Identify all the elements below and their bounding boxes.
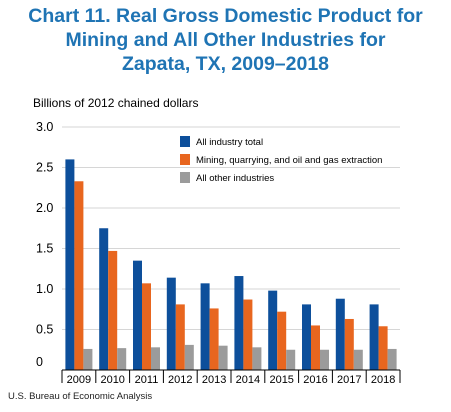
x-tick-label: 2016 bbox=[303, 374, 327, 386]
bar-2012-series-2 bbox=[175, 304, 185, 370]
bar-2018-series-3 bbox=[387, 348, 397, 370]
legend-swatch bbox=[180, 154, 190, 165]
bar-2015-series-2 bbox=[277, 311, 287, 370]
bar-2009-series-1 bbox=[65, 159, 75, 370]
bar-2010-series-3 bbox=[117, 348, 127, 370]
bar-2011-series-1 bbox=[133, 260, 142, 370]
bar-2013-series-2 bbox=[209, 308, 219, 370]
y-tick-label: 2.5 bbox=[36, 161, 53, 175]
legend-swatch bbox=[180, 136, 190, 147]
bar-2015-series-3 bbox=[286, 349, 296, 370]
x-tick-label: 2013 bbox=[202, 374, 226, 386]
bar-2018-series-1 bbox=[369, 304, 379, 370]
legend-label: All other industries bbox=[196, 173, 274, 184]
bar-2015-series-1 bbox=[268, 290, 278, 370]
source-note: U.S. Bureau of Economic Analysis bbox=[8, 391, 153, 402]
y-axis-label: Billions of 2012 chained dollars bbox=[33, 96, 198, 110]
bar-2016-series-2 bbox=[311, 325, 320, 370]
chart-title-line-1: Chart 11. Real Gross Domestic Product fo… bbox=[28, 5, 423, 27]
chart-title-line-3: Zapata, TX, 2009–2018 bbox=[121, 53, 330, 75]
bar-2014-series-3 bbox=[252, 347, 262, 370]
bar-2013-series-1 bbox=[200, 283, 210, 370]
x-axis: 2009 2010 2011 2012 2013 2014 2015 2016 2017 2018 bbox=[61, 369, 401, 386]
bar-2012-series-3 bbox=[184, 344, 194, 370]
x-tick-label: 2018 bbox=[371, 374, 395, 386]
bar-2017-series-2 bbox=[344, 318, 354, 370]
y-tick-label: 2.0 bbox=[36, 201, 53, 215]
bar-2011-series-2 bbox=[142, 283, 151, 370]
bar-2009-series-3 bbox=[83, 348, 93, 370]
bar-2012-series-1 bbox=[166, 277, 176, 370]
legend-label: All industry total bbox=[196, 137, 263, 148]
x-tick-label: 2010 bbox=[100, 374, 124, 386]
x-tick-label: 2015 bbox=[269, 374, 293, 386]
x-tick-label: 2014 bbox=[236, 374, 260, 386]
bars bbox=[65, 159, 397, 370]
y-tick-label: 3.0 bbox=[36, 120, 53, 134]
y-axis-ticks: 0 0.5 1.0 1.5 2.0 2.5 3.0 bbox=[36, 120, 53, 369]
gridlines bbox=[62, 126, 400, 330]
y-tick-label: 0.5 bbox=[36, 323, 53, 337]
bar-2010-series-1 bbox=[99, 228, 109, 370]
legend: All industry total Mining, quarrying, and… bbox=[180, 136, 382, 184]
chart-title-line-2: Mining and All Other Industries for bbox=[65, 29, 386, 51]
bar-2013-series-3 bbox=[218, 345, 228, 370]
bar-2017-series-1 bbox=[335, 298, 345, 370]
legend-label: Mining, quarrying, and oil and gas extra… bbox=[196, 155, 382, 166]
chart-title: Chart 11. Real Gross Domestic Product fo… bbox=[0, 4, 451, 76]
y-tick-label: 1.0 bbox=[36, 282, 53, 296]
bar-2017-series-3 bbox=[353, 349, 363, 370]
legend-swatch bbox=[180, 172, 190, 183]
bar-2010-series-2 bbox=[108, 250, 118, 370]
x-tick-label: 2009 bbox=[67, 374, 91, 386]
x-tick-label: 2012 bbox=[168, 374, 192, 386]
bar-2016-series-1 bbox=[302, 304, 311, 370]
x-tick-label: 2017 bbox=[337, 374, 361, 386]
bar-2018-series-2 bbox=[378, 326, 388, 370]
y-tick-label: 0 bbox=[36, 355, 43, 369]
bar-2014-series-1 bbox=[234, 276, 244, 370]
bar-2009-series-2 bbox=[74, 181, 84, 370]
bar-2014-series-2 bbox=[243, 299, 253, 370]
y-tick-label: 1.5 bbox=[36, 242, 53, 256]
bar-2011-series-3 bbox=[151, 347, 160, 370]
x-tick-label: 2011 bbox=[135, 374, 159, 386]
bar-2016-series-3 bbox=[320, 349, 329, 370]
